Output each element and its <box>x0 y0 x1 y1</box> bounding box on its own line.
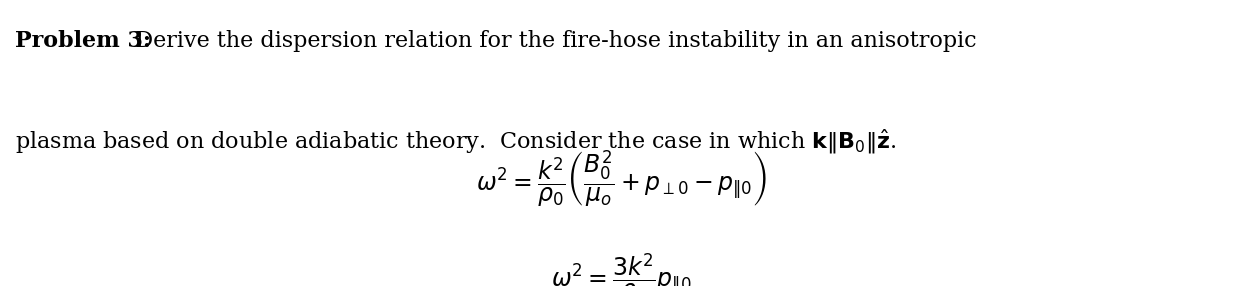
Text: Problem 3:: Problem 3: <box>15 30 152 52</box>
Text: $\omega^2 = \dfrac{k^2}{\rho_0} \left( \dfrac{B_0^2}{\mu_o} + p_{\perp 0} - p_{\: $\omega^2 = \dfrac{k^2}{\rho_0} \left( \… <box>476 149 766 209</box>
Text: Derive the dispersion relation for the fire-hose instability in an anisotropic: Derive the dispersion relation for the f… <box>114 30 977 52</box>
Text: plasma based on double adiabatic theory.  Consider the case in which $\mathbf{k}: plasma based on double adiabatic theory.… <box>15 127 897 156</box>
Text: $\omega^2 = \dfrac{3k^2}{\rho_0}p_{\| 0}$: $\omega^2 = \dfrac{3k^2}{\rho_0}p_{\| 0}… <box>550 252 692 286</box>
